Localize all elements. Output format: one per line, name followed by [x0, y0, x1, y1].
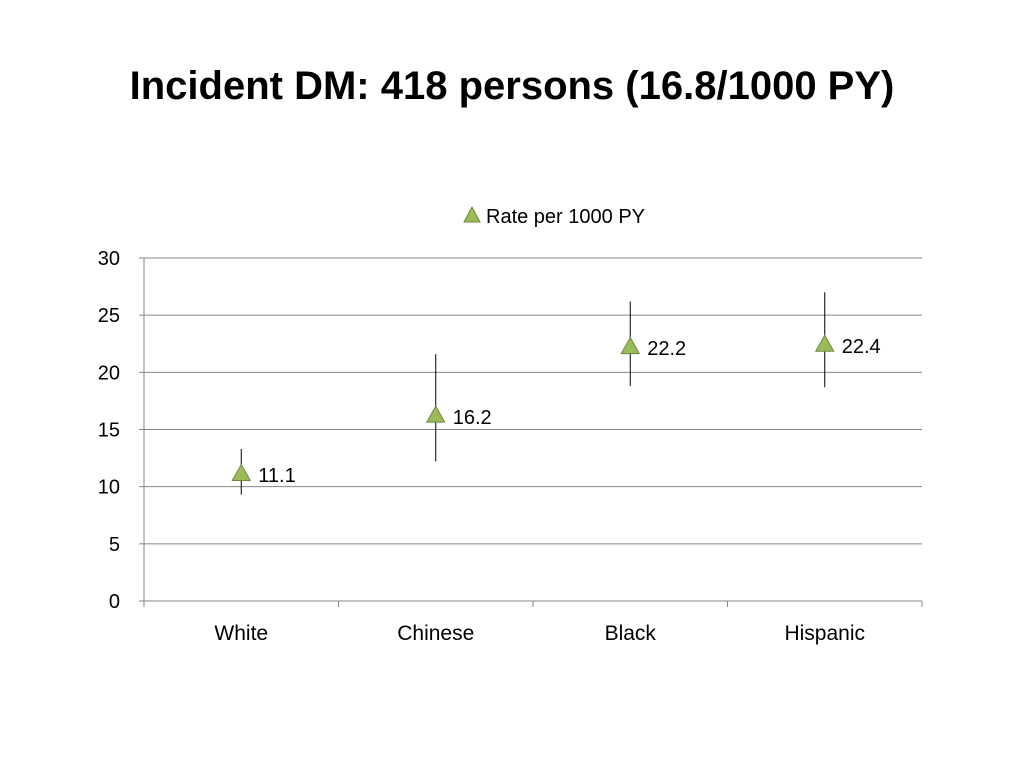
data-point-triangle-icon — [814, 334, 835, 352]
y-tick-label: 15 — [98, 420, 120, 442]
y-tick-label: 25 — [98, 305, 120, 327]
data-label: 22.2 — [647, 338, 686, 360]
y-tick-label: 20 — [98, 362, 120, 384]
legend-label: Rate per 1000 PY — [486, 206, 645, 228]
legend-triangle-icon — [463, 205, 481, 223]
data-label: 11.1 — [258, 465, 295, 487]
data-point-triangle-icon — [231, 463, 252, 481]
y-tick-label: 5 — [109, 534, 120, 556]
data-label: 16.2 — [453, 407, 492, 429]
slide-title: Incident DM: 418 persons (16.8/1000 PY) — [129, 64, 895, 108]
x-category-label: Chinese — [397, 622, 474, 645]
y-tick-label: 0 — [109, 591, 120, 613]
data-point-triangle-icon — [620, 336, 641, 355]
y-tick-label: 30 — [98, 248, 120, 270]
data-point-triangle-icon — [425, 405, 446, 423]
data-label: 22.4 — [842, 336, 881, 358]
x-category-label: Black — [605, 622, 657, 645]
x-category-label: White — [214, 622, 268, 645]
x-category-label: Hispanic — [784, 622, 865, 645]
y-tick-label: 10 — [98, 477, 120, 499]
